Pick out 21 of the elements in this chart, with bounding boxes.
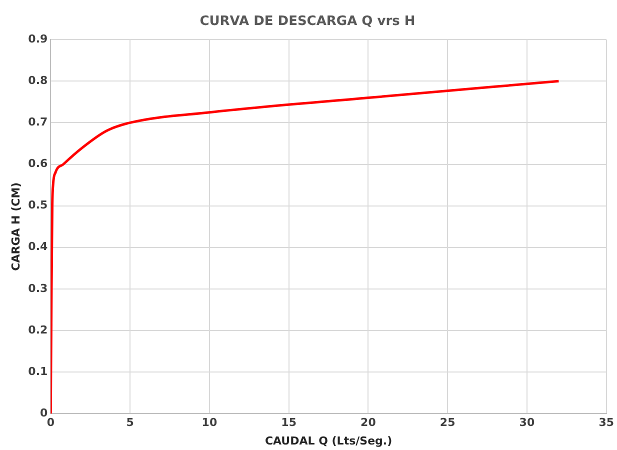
y-tick-label: 0.8 — [28, 74, 48, 88]
y-tick-label: 0.5 — [28, 198, 48, 212]
y-tick-label: 0.6 — [28, 157, 48, 170]
y-tick-label: 0.3 — [28, 282, 48, 295]
x-tick-label: 20 — [360, 416, 376, 430]
x-tick-label: 30 — [519, 416, 535, 430]
y-tick-label: 0.4 — [28, 240, 48, 254]
y-axis-title: CARGA H (CM) — [9, 182, 22, 271]
y-tick-label: 0.2 — [28, 323, 48, 336]
x-tick-label: 25 — [440, 416, 456, 430]
y-tick-label: 0 — [40, 406, 48, 420]
chart-title: CURVA DE DESCARGA Q vrs H — [200, 14, 416, 30]
y-tick-label: 0.1 — [28, 364, 48, 378]
y-tick-label: 0.9 — [28, 32, 48, 46]
x-tick-label: 35 — [598, 416, 614, 430]
y-tick-label: 0.7 — [28, 116, 48, 129]
x-axis-title: CAUDAL Q (Lts/Seg.) — [264, 434, 392, 448]
x-tick-label: 5 — [126, 416, 134, 430]
x-tick-label: 10 — [202, 416, 218, 430]
x-tick-label: 15 — [281, 416, 296, 430]
line-series — [50, 80, 560, 414]
